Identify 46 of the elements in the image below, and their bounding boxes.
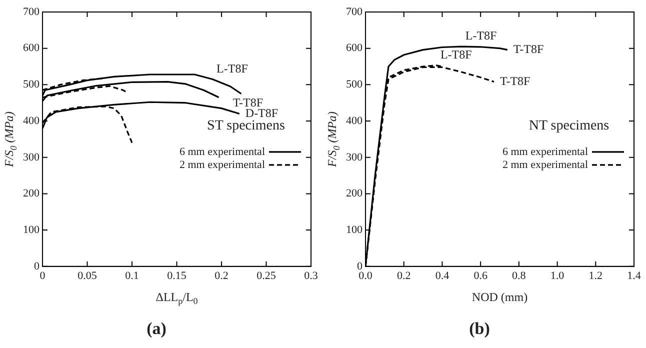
y-tick-label: 300	[23, 151, 40, 164]
annotation: T-T8F	[500, 74, 531, 88]
y-tick-label: 500	[23, 78, 40, 91]
x-tick-label: 0.6	[474, 270, 488, 282]
text: (b)	[469, 319, 490, 338]
y-tick-label: 100	[23, 224, 40, 236]
y-tick-label: 200	[23, 188, 40, 200]
annotation: L-T8F	[465, 28, 498, 43]
y-tick-label: 600	[23, 42, 40, 54]
x-tick-label: 0.1	[125, 270, 139, 282]
y-tick-label: 700	[346, 6, 363, 18]
x-tick-label: 0.0	[358, 270, 373, 282]
x-tick-label: 1.0	[550, 270, 565, 282]
y-tick-label: 600	[346, 42, 363, 54]
x-tick-label: 0.4	[435, 270, 450, 282]
x-axis-title: NOD (mm)	[472, 290, 528, 304]
legend-label: 2 mm experimental	[502, 158, 588, 171]
text: (a)	[146, 319, 166, 338]
annotation: L-T8F	[216, 61, 248, 76]
y-tick-label: 400	[346, 114, 363, 127]
y-tick-label: 0	[357, 260, 363, 272]
y-tick-label: 500	[346, 78, 363, 91]
y-tick-label: 700	[23, 6, 40, 18]
annotation: L-T8F	[440, 48, 472, 62]
y-tick-label: 400	[23, 114, 40, 127]
x-tick-label: 0.2	[396, 270, 411, 282]
x-tick-label: 0.15	[167, 270, 187, 282]
legend-title: NT specimens	[528, 118, 610, 134]
x-tick-label: 1.4	[627, 270, 642, 282]
y-axis-title: F/S0 (MPa)	[325, 111, 342, 168]
y-tick-label: 100	[346, 224, 363, 236]
legend-label: 6 mm experimental	[179, 146, 265, 158]
x-tick-label: 1.2	[588, 270, 603, 282]
legend-label: 6 mm experimental	[502, 146, 588, 158]
y-tick-label: 0	[34, 260, 40, 272]
x-tick-label: 0.8	[512, 270, 526, 282]
y-tick-label: 200	[346, 188, 363, 200]
annotation: T-T8F	[513, 42, 544, 56]
y-axis-title: F/S0 (MPa)	[2, 111, 18, 168]
legend-label: 2 mm experimental	[179, 158, 265, 171]
legend-title: ST specimens	[207, 118, 285, 134]
x-tick-label: 0.2	[214, 270, 228, 282]
x-tick-label: 0.3	[304, 270, 318, 282]
x-tick-label: 0.25	[256, 270, 276, 282]
x-tick-label: 0.05	[78, 270, 98, 282]
y-tick-label: 300	[346, 151, 363, 164]
